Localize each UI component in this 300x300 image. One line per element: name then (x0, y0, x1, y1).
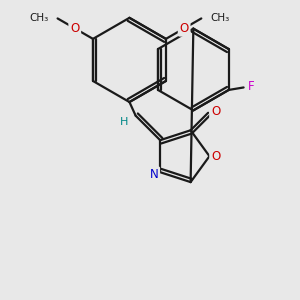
Text: O: O (179, 22, 189, 35)
Text: H: H (120, 117, 129, 127)
Text: CH₃: CH₃ (30, 14, 49, 23)
Text: CH₃: CH₃ (210, 14, 229, 23)
Text: N: N (150, 168, 158, 181)
Text: O: O (211, 150, 220, 163)
Text: O: O (211, 105, 220, 118)
Text: F: F (248, 80, 254, 93)
Text: O: O (70, 22, 80, 35)
